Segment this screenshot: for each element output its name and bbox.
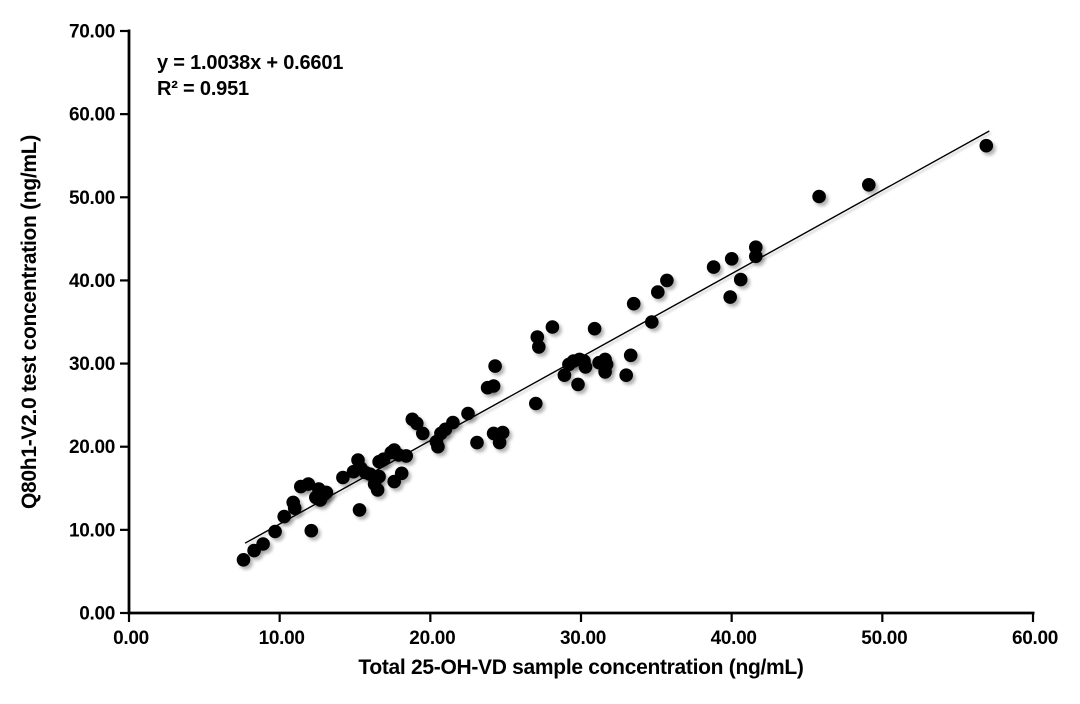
data-point [578,360,593,374]
data-point [619,368,633,383]
data-point [812,189,826,204]
data-point [394,466,409,481]
data-point [733,272,748,287]
data-point [287,501,302,515]
data-point [626,296,641,311]
data-point [256,537,270,551]
y-tick-label: 30.00 [69,354,115,375]
x-tick-label: 20.00 [409,628,455,649]
x-tick-label: 60.00 [1012,628,1058,649]
data-point [598,365,612,379]
data-point [370,483,385,497]
data-point [979,138,994,153]
data-point [623,348,638,363]
data-point [645,315,659,329]
data-point [724,251,739,266]
data-point [410,416,424,431]
data-point [651,285,665,299]
data-point [431,439,445,454]
y-tick-label: 40.00 [69,271,115,292]
data-point [587,321,602,336]
data-point [461,406,475,421]
x-tick-label: 0.00 [113,628,149,649]
y-tick-label: 10.00 [69,520,115,541]
data-point [372,469,386,484]
data-point [532,340,546,354]
data-point [529,396,543,411]
data-point [470,435,484,450]
data-point [749,249,763,264]
regression-annotation: y = 1.0038x + 0.6601 R² = 0.951 [157,50,343,102]
trend-line [244,130,990,544]
y-tick-label: 60.00 [69,105,115,126]
x-axis-title: Total 25-OH-VD sample concentration (ng/… [358,656,804,679]
data-point [352,503,367,517]
data-point [545,320,560,334]
data-point [488,359,502,373]
data-point [336,470,350,485]
x-tick-label: 30.00 [560,628,606,649]
y-tick-label: 0.00 [79,604,115,625]
x-tick-label: 40.00 [711,628,757,649]
data-point [416,426,430,441]
x-tick-label: 50.00 [861,628,907,649]
x-tick-label: 10.00 [259,628,305,649]
data-point [236,553,251,567]
data-point [486,379,501,393]
r-squared-value: R² = 0.951 [157,78,249,100]
data-point [301,477,316,491]
data-point [492,435,507,450]
data-point [304,523,319,538]
y-tick-label: 70.00 [69,22,115,43]
data-point [660,273,674,288]
data-point [571,377,585,392]
data-point [557,368,572,383]
data-point [862,178,876,192]
data-point [723,290,737,304]
y-tick-label: 20.00 [69,437,115,458]
y-axis-title: Q80h1-V2.0 test concentration (ng/mL) [18,135,41,509]
data-point [706,260,721,274]
regression-equation: y = 1.0038x + 0.6601 [157,52,344,74]
y-tick-label: 50.00 [69,188,115,209]
